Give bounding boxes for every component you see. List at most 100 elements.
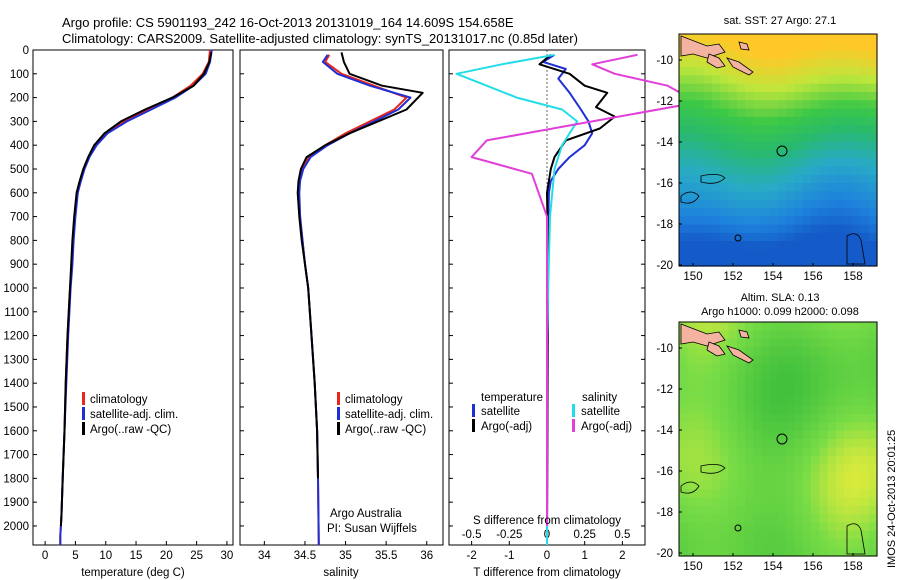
map-cell (728, 372, 738, 382)
map-cell (728, 34, 738, 43)
xtick-label: 36 (420, 550, 433, 562)
map-xtick-label: 158 (843, 271, 862, 283)
map-cell (811, 92, 820, 101)
map-cell (819, 174, 829, 184)
map-cell (712, 480, 721, 490)
map-cell (868, 505, 878, 515)
map-ytick-label: -10 (656, 343, 673, 355)
map-cell (852, 83, 862, 93)
map-cell (868, 50, 878, 60)
map-cell (844, 439, 853, 448)
map-cell (786, 530, 796, 540)
map-cell (811, 34, 820, 43)
map-cell (745, 224, 754, 234)
map-cell (753, 447, 763, 457)
map-cell (835, 50, 845, 60)
map-cell (811, 489, 820, 499)
map-cell (769, 539, 779, 549)
map-cell (695, 224, 705, 234)
map-cell (868, 464, 878, 474)
map-cell (794, 232, 804, 242)
map-cell (794, 489, 804, 499)
map-cell (844, 166, 853, 176)
map-cell (695, 232, 705, 242)
map-cell (703, 67, 713, 76)
map-cell (802, 539, 812, 549)
xtick-label: 0 (42, 550, 48, 562)
map-cell (745, 241, 754, 250)
map-cell (761, 75, 771, 85)
temperature-panel: 0100200300400500600700800900100011001200… (3, 45, 645, 579)
map-cell (852, 199, 862, 209)
map-cell (786, 133, 796, 143)
map-cell (835, 232, 845, 242)
map-cell (736, 67, 746, 76)
map-cell (835, 166, 845, 176)
map-cell (687, 372, 697, 382)
map-cell (802, 50, 812, 60)
map-cell (835, 108, 845, 118)
map-cell (835, 514, 845, 524)
map-cell (679, 397, 688, 407)
map-cell (712, 108, 721, 118)
map-cell (868, 372, 878, 382)
map-cell (679, 249, 688, 259)
map-cell (819, 430, 829, 440)
map-cell (852, 92, 862, 101)
map-cell (835, 67, 845, 76)
sla-map-title-1: Altim. SLA: 0.13 (741, 292, 820, 304)
map-cell (703, 413, 713, 423)
map-cell (827, 388, 837, 398)
map-cell (687, 34, 697, 43)
map-cell (786, 34, 796, 43)
map-cell (852, 75, 862, 85)
map-cell (769, 58, 779, 68)
legend-swatch-argo (82, 422, 85, 435)
map-cell (728, 208, 738, 217)
map-cell (728, 191, 738, 201)
map-cell (753, 83, 763, 93)
map-cell (852, 67, 862, 76)
map-cell (769, 422, 779, 432)
map-cell (745, 216, 754, 226)
map-cell (720, 388, 730, 398)
map-cell (712, 257, 721, 267)
map-cell (811, 141, 820, 151)
map-cell (852, 232, 862, 242)
map-cell (786, 447, 796, 457)
map-cell (852, 455, 862, 465)
map-cell (679, 489, 688, 499)
map-cell (720, 547, 730, 557)
map-cell (687, 158, 697, 168)
map-cell (827, 92, 837, 101)
map-cell (786, 191, 796, 201)
map-cell (860, 422, 870, 432)
map-cell (835, 241, 845, 250)
map-cell (835, 522, 845, 532)
map-cell (720, 455, 730, 465)
map-cell (712, 224, 721, 234)
map-cell (827, 489, 837, 499)
map-cell (753, 67, 763, 76)
map-cell (695, 322, 705, 331)
map-cell (860, 116, 870, 126)
map-cell (736, 413, 746, 423)
map-cell (769, 405, 779, 415)
map-cell (794, 108, 804, 118)
map-cell (736, 141, 746, 151)
map-cell (844, 388, 853, 398)
map-cell (786, 363, 796, 373)
timestamp-stamp: IMOS 24-Oct-2013 20:01:25 (886, 430, 898, 568)
map-cell (794, 530, 804, 540)
map-cell (728, 480, 738, 490)
map-cell (802, 514, 812, 524)
map-cell (745, 480, 754, 490)
map-cell (753, 116, 763, 126)
map-cell (728, 83, 738, 93)
map-cell (835, 75, 845, 85)
map-cell (811, 108, 820, 118)
map-cell (687, 397, 697, 407)
map-cell (679, 363, 688, 373)
map-cell (811, 216, 820, 226)
map-cell (769, 224, 779, 234)
